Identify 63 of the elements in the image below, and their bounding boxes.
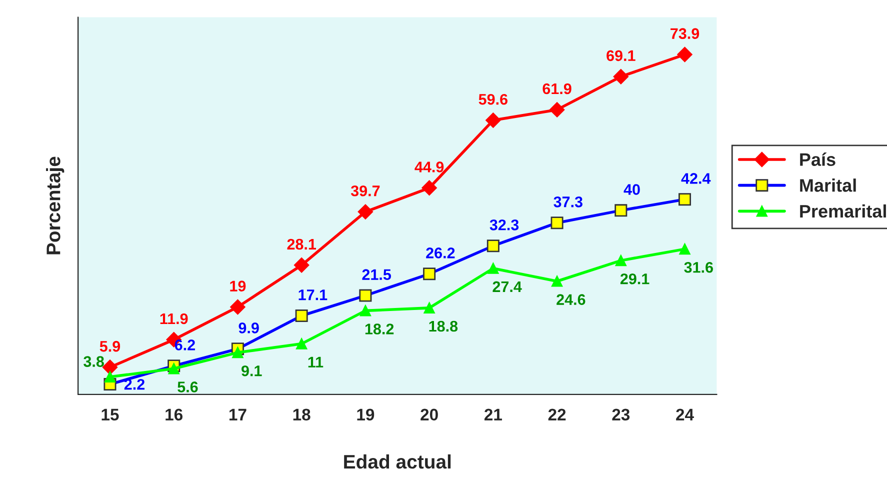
point [488, 262, 499, 274]
data-label: 9.9 [238, 322, 259, 334]
x-tick-label: 24 [676, 408, 694, 420]
point [102, 360, 118, 375]
data-label: 39.7 [350, 185, 380, 196]
data-label: 26.2 [426, 248, 455, 258]
data-label: 11 [308, 356, 324, 368]
point [360, 305, 371, 316]
data-label: 61.9 [542, 83, 572, 94]
point [551, 276, 563, 287]
point [104, 371, 116, 382]
data-label: 73.9 [670, 28, 700, 40]
x-tick-label: 23 [612, 408, 630, 421]
data-label: 37.3 [554, 196, 582, 208]
data-label: 29.1 [620, 273, 650, 284]
x-tick-label: 16 [166, 408, 183, 421]
x-axis-title: Edad actual [344, 454, 451, 469]
legend-label: Marital [800, 178, 856, 192]
point [486, 112, 501, 128]
point [613, 69, 628, 84]
point [677, 46, 692, 62]
legend-label: País [800, 152, 836, 166]
data-label: 31.6 [684, 262, 713, 273]
data-label: 11.9 [160, 313, 188, 324]
data-label: 40 [624, 184, 640, 195]
data-label: 44.9 [414, 162, 444, 172]
x-tick-label: 17 [229, 408, 246, 420]
data-label: 18.2 [365, 324, 394, 334]
data-label: 5.6 [178, 382, 198, 392]
y-axis-title: Porcentaje [46, 156, 64, 254]
x-tick-label: 19 [357, 408, 374, 421]
x-tick-label: 18 [293, 408, 310, 421]
data-label: 18.8 [429, 320, 458, 332]
data-label: 3.8 [84, 356, 104, 367]
point [230, 299, 246, 315]
data-label: 6.2 [174, 340, 195, 350]
point [358, 204, 374, 220]
point [549, 102, 565, 118]
x-tick-label: 22 [548, 408, 566, 420]
data-label: 21.5 [362, 269, 391, 280]
point [679, 244, 690, 255]
x-tick-label: 20 [420, 408, 438, 421]
point [615, 255, 626, 266]
point [424, 302, 435, 314]
point [168, 363, 180, 374]
point [232, 346, 244, 358]
data-label: 42.4 [681, 173, 711, 184]
point [422, 180, 437, 196]
data-label: 5.9 [100, 340, 120, 352]
data-label: 9.1 [242, 365, 262, 376]
data-label: 28.1 [287, 238, 316, 250]
data-label: 24.6 [556, 294, 586, 305]
data-label: 69.1 [606, 50, 636, 62]
data-label: 17.1 [298, 290, 328, 300]
data-label: 59.6 [478, 94, 508, 105]
x-tick-label: 21 [484, 408, 502, 420]
data-label: 32.3 [490, 220, 519, 230]
point [296, 338, 308, 350]
x-tick-label: 15 [102, 408, 119, 421]
legend-label: Premarital [800, 204, 886, 218]
data-label: 19 [230, 280, 246, 292]
data-label: 27.4 [492, 281, 522, 292]
point [294, 258, 310, 273]
